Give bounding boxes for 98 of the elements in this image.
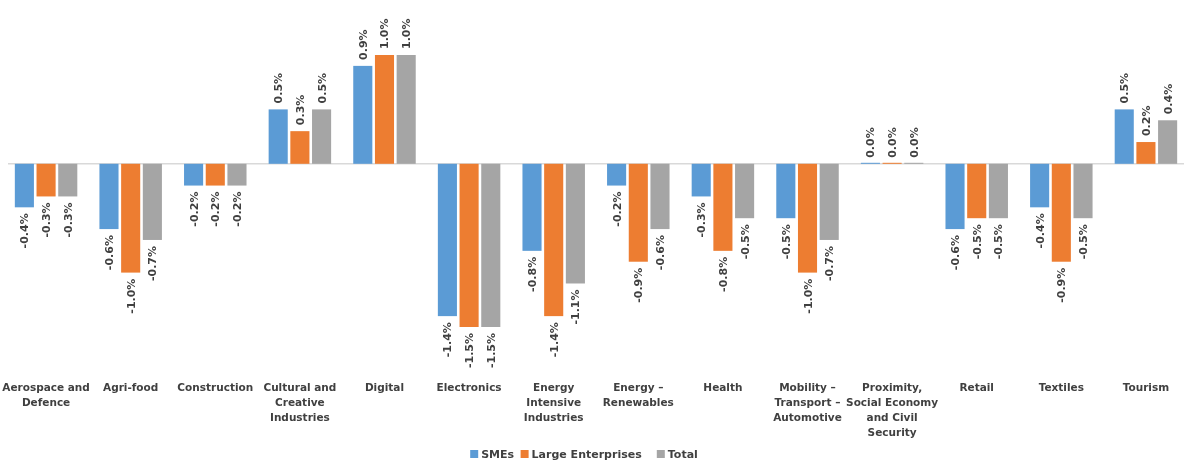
bar: [58, 163, 78, 197]
data-label: -0.4%: [1033, 213, 1047, 249]
bar: [14, 163, 34, 208]
data-label: 0.9%: [356, 29, 370, 60]
bar: [142, 163, 162, 240]
data-label: -0.6%: [654, 235, 667, 271]
data-label: -0.2%: [187, 191, 201, 227]
legend-label: Large Enterprises: [531, 448, 643, 461]
data-label: 1.0%: [378, 18, 392, 49]
bar: [99, 163, 119, 230]
bar: [1114, 109, 1134, 164]
x-tick-label: Proximity, Social Economy and Civil Security: [846, 381, 939, 438]
bar: [1051, 163, 1071, 262]
data-label: -0.6%: [949, 235, 963, 271]
data-label: -1.5%: [484, 333, 498, 369]
bar: [607, 163, 627, 186]
bar: [374, 55, 395, 164]
data-label: 0.4%: [1161, 83, 1175, 115]
x-tick-label: Cultural and Creative Industries: [263, 381, 337, 423]
bar: [735, 163, 755, 219]
data-label: 0.3%: [293, 94, 307, 126]
data-label: -0.9%: [632, 267, 646, 303]
x-tick-label: Aerospace and Defence: [2, 381, 90, 408]
x-tick-label: Energy Intensive Industries: [523, 381, 584, 423]
legend-label: Total: [667, 448, 698, 461]
data-label: -0.5%: [738, 224, 752, 260]
bar: [565, 163, 585, 284]
bar: [1136, 142, 1156, 164]
data-label: -0.2%: [209, 191, 223, 227]
bar: [967, 163, 987, 219]
data-label: 0.0%: [907, 127, 921, 158]
data-label: 0.5%: [272, 72, 286, 104]
bar: [650, 163, 670, 230]
bar: [121, 163, 141, 273]
x-tick-label: Retail: [959, 381, 994, 393]
data-label: -0.5%: [1077, 224, 1091, 260]
bar: [290, 131, 310, 164]
data-label: -0.5%: [992, 224, 1006, 260]
data-label: -1.0%: [801, 278, 815, 314]
bar: [713, 163, 733, 251]
bar: [691, 163, 711, 197]
data-label: -0.2%: [610, 191, 624, 227]
data-label: -0.3%: [695, 202, 709, 238]
bar: [205, 163, 225, 186]
data-label: -0.5%: [779, 224, 793, 260]
data-label: -1.0%: [124, 278, 138, 314]
data-label: -0.6%: [102, 235, 116, 271]
bar: [396, 55, 416, 164]
bar: [268, 109, 288, 164]
x-tick-label: Tourism: [1122, 381, 1170, 393]
bar: [522, 163, 542, 251]
data-label: -1.5%: [463, 333, 477, 369]
bar: [437, 163, 457, 317]
bar: [1030, 163, 1050, 208]
data-label: -0.4%: [18, 213, 32, 249]
x-tick-label: Digital: [364, 381, 405, 393]
x-tick-label: Construction: [177, 381, 254, 393]
x-tick-label: Mobility – Transport – Automotive: [773, 381, 842, 423]
data-label: 0.5%: [1118, 72, 1132, 104]
x-tick-label: Agri-food: [103, 381, 159, 393]
x-tick-label: Textiles: [1038, 381, 1084, 393]
data-label: -1.1%: [569, 289, 583, 325]
data-label: -0.3%: [40, 202, 54, 238]
data-label: -0.2%: [230, 191, 244, 227]
bar: [1073, 163, 1093, 219]
data-label: -1.4%: [547, 322, 561, 358]
x-tick-label: Electronics: [436, 381, 502, 393]
bar: [481, 163, 501, 327]
bar: [1158, 120, 1178, 164]
data-label: -1.4%: [441, 322, 455, 358]
bar: [988, 163, 1008, 219]
bar: [797, 163, 818, 273]
data-label: -0.7%: [146, 245, 160, 282]
bar: [312, 109, 332, 164]
bar: [628, 163, 648, 262]
data-label: 1.0%: [400, 18, 414, 49]
legend-label: SMEs: [481, 448, 515, 461]
bar: [184, 163, 204, 186]
x-tick-label: Energy – Renewables: [602, 381, 674, 408]
data-label: 0.0%: [864, 127, 878, 158]
bar: [459, 163, 479, 327]
data-label: 0.2%: [1139, 105, 1153, 137]
data-label: -0.7%: [823, 245, 837, 282]
data-label: -0.3%: [61, 202, 75, 238]
bar: [776, 163, 796, 219]
data-label: 0.5%: [315, 72, 329, 104]
x-tick-label: Health: [703, 381, 743, 393]
bar: [819, 163, 839, 240]
data-label: -0.8%: [716, 256, 730, 292]
data-label: -0.5%: [970, 224, 984, 260]
bar: [945, 163, 965, 230]
bar: [36, 163, 56, 197]
bar: [227, 163, 247, 186]
data-label: 0.0%: [886, 127, 900, 158]
bar: [353, 65, 373, 164]
data-label: -0.8%: [526, 256, 539, 292]
bar: [544, 163, 564, 317]
data-label: -0.9%: [1055, 267, 1069, 303]
